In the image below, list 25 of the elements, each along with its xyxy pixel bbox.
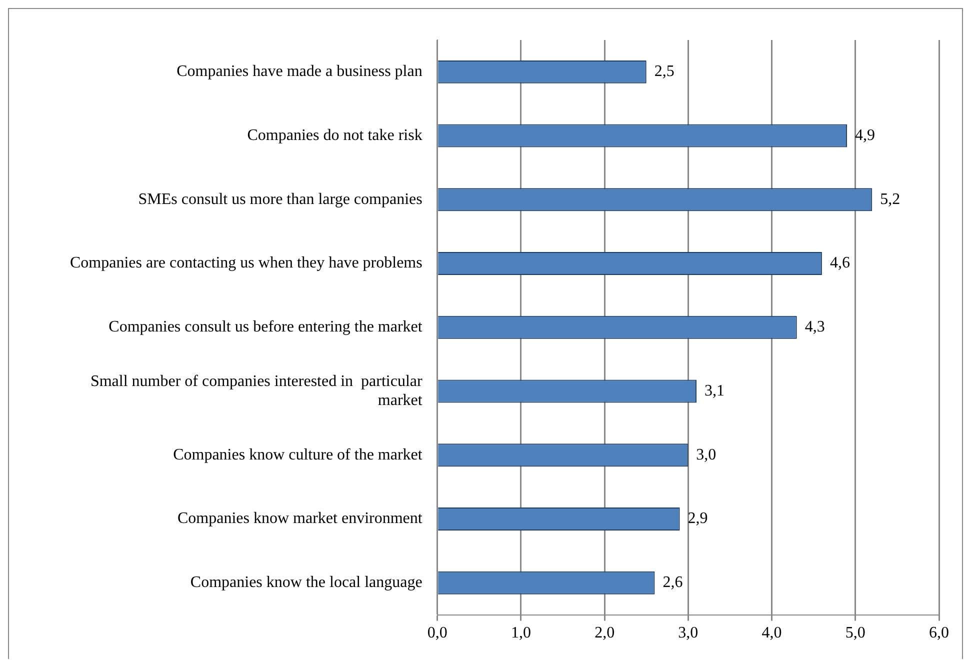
y-tick-label: Companies know culture of the market xyxy=(173,446,423,464)
data-label: 2,6 xyxy=(662,574,683,592)
y-tick-label: Companies are contacting us when they have problems xyxy=(70,254,422,272)
x-tick-label: 5,0 xyxy=(845,624,866,642)
y-tick-label: Companies know the local language xyxy=(190,574,422,592)
y-tick-label: Small number of companies interested in particular market xyxy=(90,372,424,410)
data-label: 3,1 xyxy=(704,382,725,400)
data-label: 4,9 xyxy=(855,127,876,144)
y-tick-label: Companies consult us before entering the market xyxy=(108,318,423,336)
x-tick-label: 2,0 xyxy=(594,624,615,642)
data-label: 2,9 xyxy=(688,510,708,528)
y-tick-label: Companies have made a business plan xyxy=(176,63,422,80)
data-label: 3,0 xyxy=(696,446,716,464)
y-tick-label: Companies do not take risk xyxy=(247,127,422,144)
y-tick-label: Companies know market environment xyxy=(178,510,423,528)
x-tick-label: 1,0 xyxy=(510,624,531,642)
x-tick-label: 6,0 xyxy=(929,624,949,642)
y-tick-label: SMEs consult us more than large companies xyxy=(138,190,422,208)
data-label: 5,2 xyxy=(880,190,900,208)
data-label: 4,6 xyxy=(830,254,850,272)
data-label: 4,3 xyxy=(804,318,825,336)
data-label: 2,5 xyxy=(654,63,674,80)
x-tick-label: 0,0 xyxy=(427,624,448,642)
x-tick-label: 4,0 xyxy=(762,624,782,642)
x-tick-label: 3,0 xyxy=(678,624,698,642)
